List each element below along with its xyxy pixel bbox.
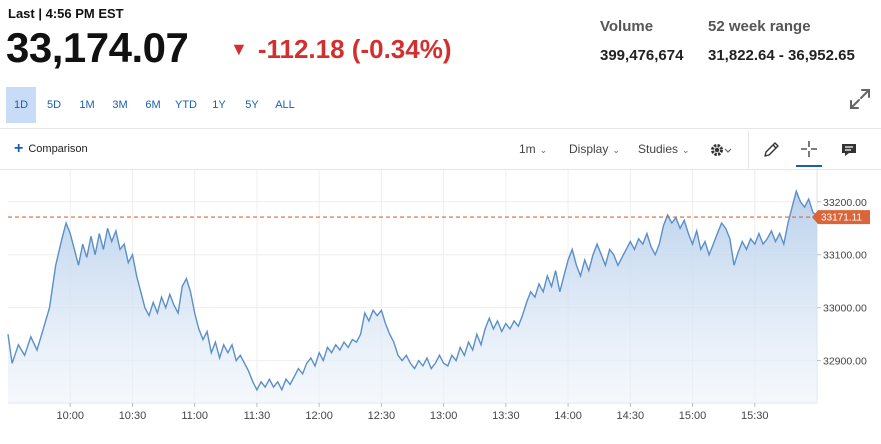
settings-button[interactable] xyxy=(708,137,734,163)
comment-button[interactable] xyxy=(836,137,862,163)
chevron-down-icon: ⌄ xyxy=(682,145,690,155)
tab-1m[interactable]: 1M xyxy=(79,99,95,111)
range-label: 52 week range xyxy=(708,18,811,35)
chart-toolbar: + Comparison 1m ⌄ Display ⌄ Studies ⌄ xyxy=(0,128,881,170)
volume-value: 399,476,674 xyxy=(600,47,684,64)
price: 33,174.07 xyxy=(6,24,189,71)
expand-icon[interactable] xyxy=(849,88,871,110)
studies-label: Studies xyxy=(638,142,679,156)
chevron-down-icon: ⌄ xyxy=(539,145,548,155)
x-tick-label: 12:00 xyxy=(305,410,333,422)
area-fill xyxy=(8,191,817,403)
comparison-button[interactable]: + Comparison xyxy=(14,140,88,157)
tab-1y[interactable]: 1Y xyxy=(212,99,226,111)
tab-all[interactable]: ALL xyxy=(275,99,295,111)
reference-label: 33171.11 xyxy=(812,210,870,225)
x-axis: 10:00 10:30 11:00 11:30 12:00 12:30 13:00 13:30… xyxy=(56,403,769,422)
x-tick-label: 14:00 xyxy=(554,410,582,422)
series-line xyxy=(7,188,818,392)
tab-5y[interactable]: 5Y xyxy=(245,99,259,111)
gear-icon xyxy=(711,144,732,156)
interval-dropdown[interactable]: 1m ⌄ xyxy=(519,142,547,156)
tab-6m[interactable]: 6M xyxy=(145,99,161,111)
x-tick-label: 11:00 xyxy=(181,410,208,422)
studies-dropdown[interactable]: Studies ⌄ xyxy=(638,142,690,156)
range-value: 31,822.64 - 36,952.65 xyxy=(708,47,855,64)
x-tick-label: 15:30 xyxy=(741,410,769,422)
reference-label-bg xyxy=(812,210,870,225)
range-tabs: 1D 5D 1M 3M 6M YTD 1Y 5Y ALL xyxy=(6,87,303,123)
x-tick-label: 13:30 xyxy=(492,410,520,422)
x-tick-label: 13:00 xyxy=(430,410,458,422)
crosshair-icon xyxy=(801,141,817,157)
display-dropdown[interactable]: Display ⌄ xyxy=(569,142,620,156)
tab-ytd[interactable]: YTD xyxy=(175,99,197,111)
toolbar-divider xyxy=(748,131,749,169)
x-tick-label: 11:30 xyxy=(244,410,271,422)
plus-icon: + xyxy=(14,140,24,157)
pencil-icon xyxy=(764,142,779,157)
tab-5d[interactable]: 5D xyxy=(46,99,62,111)
price-change: ▼ -112.18 (-0.34%) xyxy=(230,34,452,65)
down-arrow-icon: ▼ xyxy=(230,39,248,59)
reference-label-text: 33171.11 xyxy=(821,213,862,224)
crosshair-button[interactable] xyxy=(796,133,822,167)
comment-icon xyxy=(842,144,856,156)
y-tick-label: 32900.00 xyxy=(823,356,867,368)
y-tick-label: 33000.00 xyxy=(823,303,867,315)
comparison-label: Comparison xyxy=(28,143,88,155)
tab-1d[interactable]: 1D xyxy=(6,87,36,123)
x-tick-label: 12:30 xyxy=(368,410,396,422)
x-tick-label: 15:00 xyxy=(679,410,707,422)
x-tick-label: 14:30 xyxy=(617,410,645,422)
y-axis: 33200.00 33100.00 33000.00 32900.00 xyxy=(817,197,867,368)
last-label: Last | 4:56 PM EST xyxy=(8,6,124,21)
y-tick-label: 33200.00 xyxy=(823,197,867,209)
x-tick-label: 10:00 xyxy=(56,410,84,422)
display-label: Display xyxy=(569,142,609,156)
y-tick-label: 33100.00 xyxy=(823,250,867,262)
volume-label: Volume xyxy=(600,18,654,35)
draw-button[interactable] xyxy=(758,137,784,163)
chevron-down-icon: ⌄ xyxy=(612,145,620,155)
x-tick-label: 10:30 xyxy=(119,410,147,422)
interval-label: 1m xyxy=(519,142,536,156)
price-chart: 33171.11 33200.00 33100.00 33000.00 32900.0… xyxy=(7,170,870,422)
change-value: -112.18 (-0.34%) xyxy=(257,34,452,64)
tab-3m[interactable]: 3M xyxy=(112,99,128,111)
